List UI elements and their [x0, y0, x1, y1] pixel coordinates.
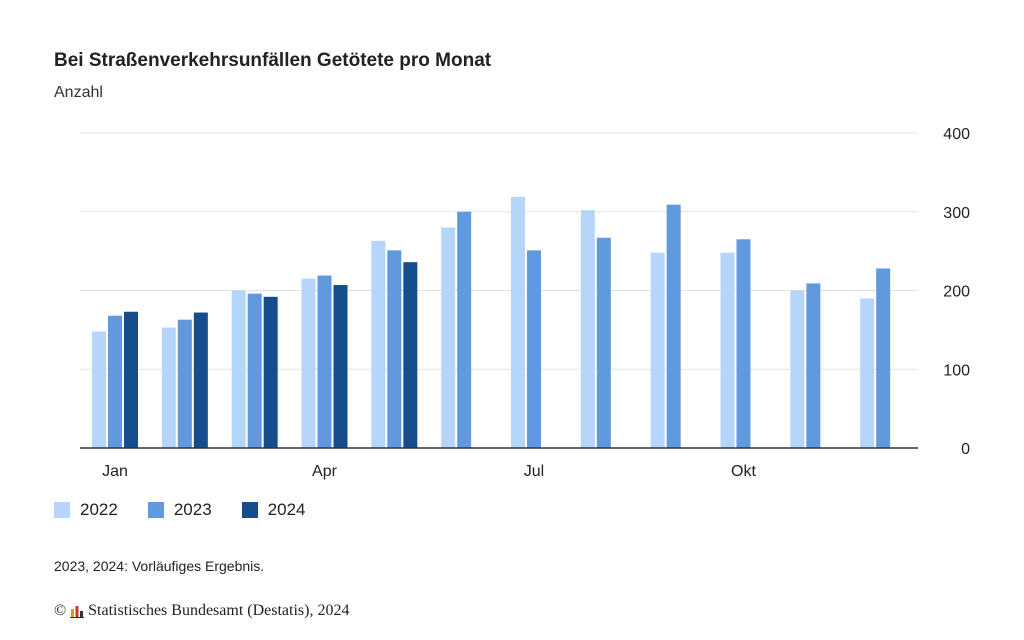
y-tick-label: 300: [943, 205, 970, 222]
footnote: 2023, 2024: Vorläufiges Ergebnis.: [54, 558, 265, 574]
y-tick-label: 0: [961, 441, 970, 458]
bar-2022-Okt: [720, 252, 735, 448]
bar-2023-Mai: [387, 250, 402, 448]
x-tick-label: Jan: [102, 463, 128, 480]
bar-2024-Apr: [333, 284, 348, 448]
legend-label: 2022: [80, 500, 118, 519]
legend-label: 2023: [173, 500, 212, 519]
destatis-logo-icon: [70, 606, 85, 618]
bar-chart: 0 100 200 300 400 Jan Apr Jul Okt: [80, 126, 970, 480]
bar-2023-Nov: [806, 283, 821, 448]
bar-2023-Jul: [527, 250, 541, 448]
y-tick-label: 400: [943, 126, 970, 143]
bar-2023-Mär: [247, 293, 262, 448]
y-tick-label: 100: [943, 362, 970, 379]
source-text: Statistisches Bundesamt (Destatis), 2024: [88, 602, 350, 619]
legend: 2022 2023 2024: [54, 500, 305, 520]
source-credit: © Statistisches Bundesamt (Destatis), 20…: [54, 602, 349, 620]
y-tick-label: 200: [943, 284, 970, 301]
chart-subtitle: Anzahl: [54, 84, 103, 101]
bar-2024-Feb: [193, 312, 208, 448]
bar-2022-Jun: [441, 227, 456, 448]
bar-2022-Jul: [511, 196, 525, 448]
bar-2023-Apr: [317, 275, 332, 448]
bar-2022-Mär: [231, 290, 246, 448]
bar-2024-Jan: [124, 311, 138, 448]
legend-swatch: [241, 502, 258, 518]
legend-item-2022: 2022: [54, 500, 118, 520]
bar-2023-Jun: [457, 211, 472, 448]
x-tick-label: Jul: [524, 463, 544, 480]
bar-2024-Mai: [403, 262, 418, 448]
bar-2022-Sep: [650, 252, 665, 448]
legend-swatch: [147, 502, 164, 518]
bar-2023-Dez: [876, 268, 891, 448]
legend-item-2023: 2023: [147, 500, 212, 520]
bar-2024-Mär: [263, 296, 278, 448]
bar-2022-Dez: [860, 298, 875, 448]
bar-2022-Aug: [580, 210, 595, 448]
bar-2022-Mai: [371, 240, 386, 448]
bar-2023-Feb: [177, 319, 192, 448]
legend-item-2024: 2024: [241, 500, 306, 520]
legend-swatch: [54, 502, 70, 518]
copyright-symbol: ©: [54, 602, 67, 619]
x-tick-label: Okt: [731, 463, 756, 480]
bar-2022-Nov: [790, 290, 805, 448]
bar-2023-Aug: [596, 237, 611, 448]
legend-label: 2024: [267, 500, 306, 519]
bar-2022-Apr: [301, 278, 316, 448]
chart-title: Bei Straßenverkehrsunfällen Getötete pro…: [54, 50, 492, 71]
bar-2023-Jan: [108, 315, 122, 448]
bar-2023-Okt: [736, 239, 751, 448]
x-tick-label: Apr: [312, 463, 338, 480]
bar-2022-Feb: [161, 327, 176, 448]
bar-2022-Jan: [92, 331, 106, 448]
bar-2023-Sep: [666, 204, 681, 448]
